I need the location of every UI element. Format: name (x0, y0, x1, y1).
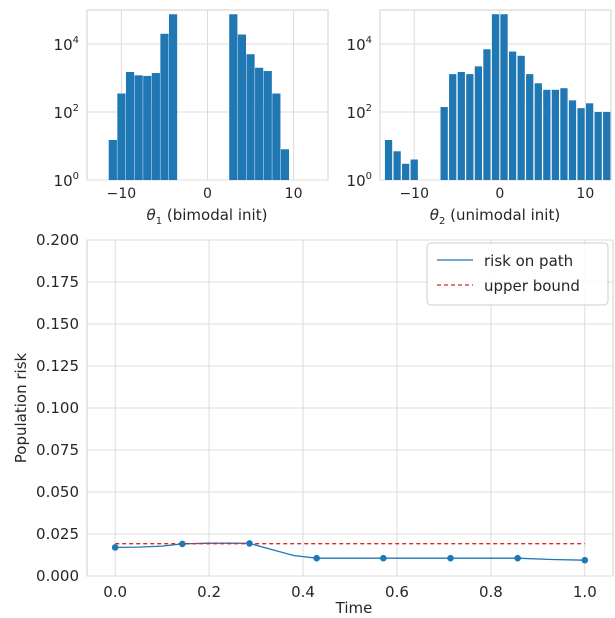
histogram-bar (384, 140, 393, 180)
y-tick-label: 0.025 (36, 525, 79, 543)
histogram-bar (594, 112, 602, 180)
y-tick-label: 100 (54, 171, 79, 190)
series-marker (246, 540, 253, 547)
x-tick-label: −10 (107, 186, 137, 202)
histogram-bar (151, 73, 160, 180)
grid-lines (87, 239, 613, 577)
series-marker (380, 554, 387, 562)
risk-line-chart: 0.0 0.2 0.4 0.6 0.8 1.0 0.0000.0250.0500.0750… (12, 231, 614, 617)
histogram-bar (474, 66, 483, 180)
x-tick-label: −10 (399, 186, 429, 202)
histogram-bar (272, 93, 281, 180)
y-tick-label: 0.200 (36, 231, 79, 249)
series-marker (447, 554, 454, 562)
histogram-bar (457, 72, 465, 180)
y-tick-labels: 100 102 104 (347, 35, 372, 190)
x-tick-label: 0.2 (197, 583, 221, 601)
x-tick-label: 0 (203, 186, 212, 202)
y-tick-labels: 0.000 0.025 0.050 0.075 0.100 0.125 0.150 0.175… (36, 231, 79, 585)
histogram-bar (534, 83, 542, 180)
series-marker (514, 554, 521, 562)
histogram-bar (160, 33, 169, 180)
y-tick-label: 0.000 (36, 567, 79, 585)
x-tick-label: 0.6 (385, 583, 409, 601)
y-tick-label: 102 (54, 103, 79, 122)
series-marker (581, 556, 589, 564)
histogram-bar (246, 54, 255, 181)
histogram-bar (551, 89, 560, 180)
y-tick-label: 0.150 (36, 315, 79, 333)
y-tick-label: 0.125 (36, 357, 79, 375)
y-tick-label: 104 (54, 35, 79, 54)
series-marker (179, 540, 186, 548)
histogram-bar (449, 74, 457, 180)
histogram-bar (263, 71, 272, 180)
histogram-bar (237, 34, 247, 181)
histogram-bar (491, 14, 500, 180)
histogram-bar (526, 74, 534, 180)
histogram-bar (117, 93, 126, 180)
x-tick-label: 0.8 (479, 583, 503, 601)
y-tick-label: 100 (347, 171, 372, 190)
y-tick-label: 0.175 (36, 273, 79, 291)
histogram-bar (568, 100, 577, 180)
y-tick-label: 102 (347, 103, 372, 122)
histogram-bar (143, 75, 152, 180)
histogram-bar (483, 49, 491, 181)
legend-label-risk-on-path: risk on path (484, 252, 573, 270)
histogram-bar (134, 75, 143, 180)
y-tick-labels: 100 102 104 (54, 35, 79, 190)
histogram-bar (410, 159, 418, 180)
legend: risk on path upper bound (426, 242, 609, 306)
x-axis-label: Time (335, 599, 373, 617)
histogram-bar (229, 14, 238, 180)
histogram-bar (108, 140, 117, 180)
x-tick-label: 1.0 (573, 583, 597, 601)
x-tick-label: 10 (285, 186, 303, 202)
histogram-bar (500, 14, 508, 180)
x-tick-label: 10 (576, 186, 594, 202)
histogram-bar (543, 89, 551, 180)
bars (384, 14, 611, 181)
x-tick-labels: −10 0 10 (107, 186, 303, 202)
x-axis-label: θ1 (bimodal init) (147, 206, 268, 227)
legend-box (426, 242, 609, 306)
histogram-bar (393, 151, 401, 180)
x-axis-label: θ2 (unimodal init) (430, 206, 560, 227)
x-tick-label: 0 (495, 186, 504, 202)
series-markers (111, 540, 589, 564)
histogram-bar (466, 74, 474, 180)
histogram-theta2: −10 0 10 100 102 104 θ2 (unimodal init) (347, 9, 612, 227)
histogram-bar (440, 107, 448, 180)
x-tick-label: 0.0 (103, 583, 127, 601)
bars (108, 14, 290, 181)
histogram-bar (517, 55, 525, 181)
histogram-bar (577, 108, 585, 180)
legend-label-upper-bound: upper bound (484, 277, 580, 295)
histogram-bar (125, 72, 135, 180)
histogram-bar (168, 14, 178, 180)
histogram-bar (402, 163, 410, 180)
y-tick-label: 0.075 (36, 441, 79, 459)
y-tick-label: 0.100 (36, 399, 79, 417)
histogram-bar (280, 149, 290, 180)
x-tick-label: 0.4 (291, 583, 315, 601)
histogram-bar (560, 88, 568, 180)
y-tick-label: 0.050 (36, 483, 79, 501)
series-marker (111, 544, 119, 551)
series-marker (313, 554, 320, 562)
x-tick-labels: 0.0 0.2 0.4 0.6 0.8 1.0 (103, 583, 597, 601)
histogram-theta1: −10 0 10 100 102 104 θ1 (bimodal init) (54, 9, 329, 227)
x-tick-labels: −10 0 10 (399, 186, 594, 202)
histogram-bar (603, 112, 611, 180)
histogram-bar (255, 67, 264, 180)
histogram-bar (585, 103, 594, 180)
y-axis-label: Population risk (12, 352, 30, 463)
series-lines (115, 542, 585, 561)
y-tick-label: 104 (347, 35, 372, 54)
histogram-bar (508, 51, 517, 180)
